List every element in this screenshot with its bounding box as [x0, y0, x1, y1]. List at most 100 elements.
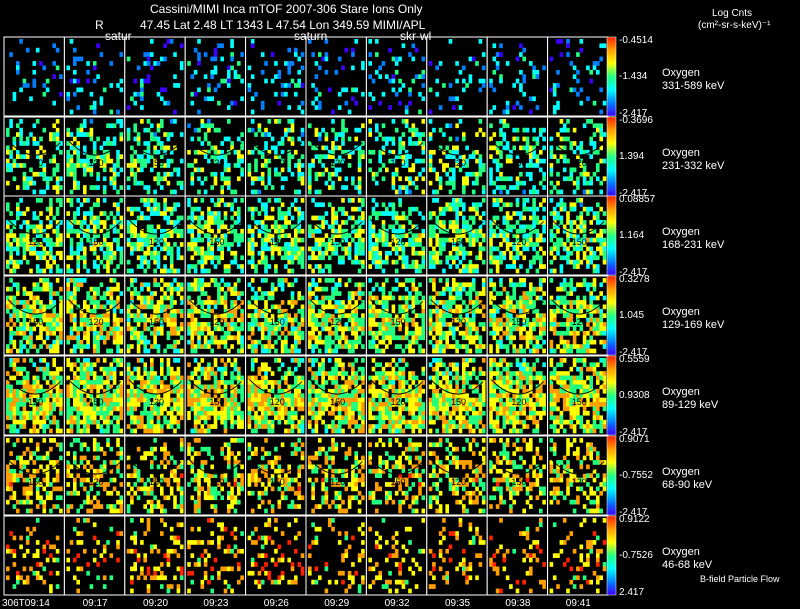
heatmap-cell [227, 65, 231, 71]
heatmap-cell [337, 300, 342, 305]
heatmap-cell [505, 145, 510, 151]
heatmap-cell [133, 158, 137, 164]
heatmap-cell [217, 326, 221, 332]
heatmap-cell [539, 313, 543, 318]
heatmap-cell [576, 259, 580, 265]
heatmap-cell [308, 163, 312, 168]
heatmap-cell [385, 242, 389, 247]
heatmap-cell [398, 78, 402, 84]
heatmap-cell [42, 149, 47, 155]
heatmap-cell [79, 313, 84, 318]
heatmap-cell [481, 78, 486, 84]
heatmap-cell [535, 189, 540, 195]
heatmap-cell [398, 149, 402, 155]
heatmap-cell [408, 127, 412, 133]
heatmap-cell [220, 286, 224, 292]
heatmap-cell [6, 163, 10, 168]
heatmap-cell [274, 304, 278, 310]
heatmap-cell [344, 339, 349, 345]
heatmap-cell [351, 228, 355, 234]
heatmap-cell [421, 228, 426, 234]
heatmap-cell [200, 282, 205, 288]
heatmap-cell [233, 335, 238, 341]
heatmap-cell [394, 335, 399, 341]
heatmap-cell [351, 206, 355, 212]
heatmap-cell [308, 282, 312, 288]
heatmap-cell [435, 291, 439, 296]
heatmap-cell [32, 237, 37, 243]
heatmap-cell [297, 255, 301, 261]
heatmap-cell [217, 127, 221, 133]
heatmap-cell [156, 255, 161, 261]
heatmap-cell [549, 149, 554, 155]
heatmap-cell [49, 313, 53, 318]
heatmap-cell [596, 163, 600, 168]
heatmap-cell [116, 330, 120, 336]
heatmap-cell [52, 158, 56, 164]
heatmap-cell [106, 330, 110, 336]
heatmap-cell [19, 198, 23, 203]
heatmap-cell [539, 132, 543, 137]
heatmap-cell [375, 215, 379, 221]
heatmap-cell [552, 330, 557, 336]
heatmap-cell [435, 304, 439, 310]
heatmap-cell [89, 132, 94, 137]
heatmap-cell [391, 246, 396, 252]
heatmap-cell [495, 233, 500, 238]
heatmap-cell [203, 259, 208, 265]
heatmap-cell [112, 308, 117, 314]
heatmap-cell [173, 189, 177, 195]
heatmap-cell [432, 189, 436, 195]
heatmap-cell [438, 105, 443, 110]
heatmap-cell [559, 127, 564, 133]
heatmap-cell [153, 158, 157, 164]
heatmap-cell [176, 220, 181, 225]
heatmap-cell [381, 176, 386, 182]
heatmap-cell [277, 335, 282, 341]
heatmap-cell [489, 123, 493, 129]
heatmap-cell [602, 242, 607, 247]
heatmap-cell [428, 278, 433, 283]
heatmap-cell [116, 189, 120, 195]
heatmap-cell [562, 304, 567, 310]
heatmap-cell [566, 233, 570, 238]
heatmap-cell [579, 149, 584, 155]
heatmap-cell [83, 132, 87, 137]
heatmap-cell [327, 246, 332, 252]
heatmap-cell [562, 330, 567, 336]
heatmap-cell [150, 206, 154, 212]
heatmap-cell [418, 335, 422, 341]
heatmap-cell [361, 317, 365, 323]
heatmap-cell [6, 224, 10, 230]
heatmap-cell [535, 295, 540, 301]
heatmap-cell [572, 74, 577, 79]
heatmap-cell [385, 304, 389, 310]
heatmap-cell [435, 198, 439, 203]
heatmap-cell [193, 149, 198, 155]
heatmap-cell [509, 304, 513, 310]
heatmap-cell [599, 291, 603, 296]
heatmap-cell [512, 317, 516, 323]
heatmap-cell [32, 304, 37, 310]
heatmap-cell [318, 339, 322, 345]
heatmap-cell [197, 326, 201, 332]
heatmap-cell [552, 105, 557, 110]
heatmap-cell [217, 344, 221, 349]
heatmap-cell [502, 185, 507, 190]
heatmap-cell [270, 295, 275, 301]
heatmap-cell [35, 228, 40, 234]
heatmap-cell [223, 339, 228, 345]
heatmap-cell [471, 317, 476, 323]
heatmap-cell [19, 300, 23, 305]
heatmap-cell [210, 259, 214, 265]
heatmap-cell [572, 189, 577, 195]
heatmap-cell [411, 233, 416, 238]
heatmap-cell [126, 132, 131, 137]
contour-label: 150 [149, 158, 164, 168]
heatmap-cell [156, 308, 161, 314]
heatmap-cell [290, 246, 295, 252]
heatmap-cell [42, 246, 47, 252]
heatmap-cell [596, 202, 600, 208]
heatmap-cell [156, 127, 161, 133]
heatmap-cell [39, 330, 43, 336]
